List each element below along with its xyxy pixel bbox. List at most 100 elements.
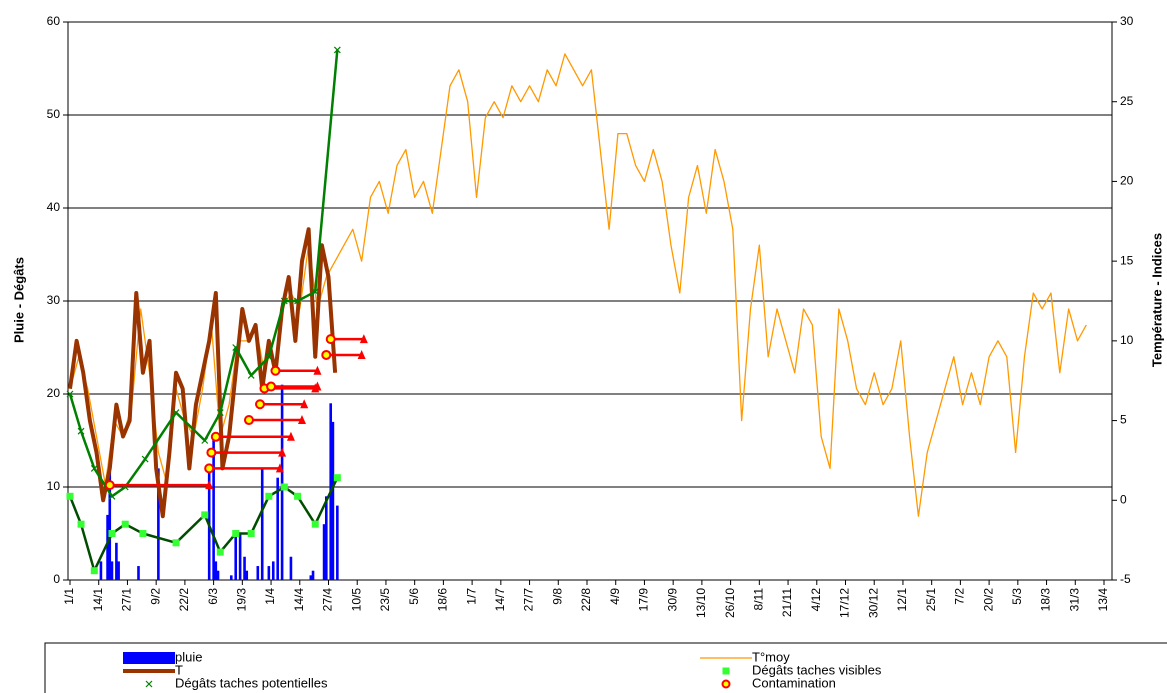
x-tick-label: 27/4 bbox=[321, 588, 335, 612]
marker-square bbox=[201, 511, 209, 519]
bar bbox=[331, 421, 335, 580]
y2-tick-label: 5 bbox=[1120, 413, 1127, 427]
marker-square bbox=[77, 520, 85, 528]
bar bbox=[99, 561, 103, 580]
marker-x bbox=[108, 492, 116, 500]
y2-tick-label: 15 bbox=[1120, 253, 1134, 267]
bar bbox=[280, 384, 284, 580]
bar bbox=[212, 440, 215, 580]
x-tick-label: 18/6 bbox=[436, 588, 450, 612]
contamination-start bbox=[104, 480, 115, 491]
marker-x bbox=[294, 297, 301, 305]
contamination-end bbox=[313, 365, 322, 375]
marker-square bbox=[90, 567, 98, 575]
bar bbox=[322, 524, 326, 580]
y2-tick-label: 10 bbox=[1120, 333, 1134, 347]
y2-axis-title: Température - Indices bbox=[1149, 233, 1164, 367]
bar bbox=[229, 575, 233, 580]
x-tick-label: 1/1 bbox=[62, 588, 76, 605]
contamination-end bbox=[359, 334, 368, 344]
line bbox=[68, 227, 338, 519]
legend-label: pluie bbox=[175, 649, 202, 664]
x-tick-label: 1/4 bbox=[263, 588, 277, 605]
y2-tick-label: 30 bbox=[1120, 14, 1134, 28]
x-tick-label: 21/11 bbox=[780, 588, 794, 617]
x-tick-label: 9/2 bbox=[148, 588, 162, 605]
legend-label: Dégâts taches potentielles bbox=[175, 675, 328, 690]
bar bbox=[271, 561, 275, 580]
legend-label: T bbox=[175, 662, 183, 677]
x-tick-label: 23/5 bbox=[378, 588, 392, 612]
marker-square bbox=[232, 530, 240, 537]
bar bbox=[336, 505, 339, 580]
y-tick-label: 20 bbox=[47, 386, 61, 400]
bar bbox=[117, 561, 120, 580]
marker-square bbox=[247, 530, 255, 537]
bar bbox=[260, 468, 264, 580]
x-tick-label: 22/2 bbox=[177, 588, 191, 612]
marker-square bbox=[108, 530, 116, 537]
contamination-start bbox=[266, 381, 277, 392]
contamination-end bbox=[286, 431, 295, 441]
x-tick-label: 4/12 bbox=[809, 588, 823, 612]
contamination-end bbox=[275, 463, 284, 473]
bar bbox=[108, 468, 112, 580]
legend-label: T°moy bbox=[752, 649, 790, 664]
marker-x bbox=[145, 680, 153, 688]
bar bbox=[256, 566, 260, 580]
x-tick-label: 26/10 bbox=[723, 588, 737, 618]
y-tick-label: 30 bbox=[47, 293, 61, 307]
contamination-end bbox=[313, 381, 322, 391]
bar bbox=[137, 566, 140, 580]
contamination-start bbox=[270, 365, 281, 376]
bar bbox=[115, 542, 118, 580]
marker-x bbox=[232, 344, 240, 351]
x-tick-label: 12/1 bbox=[895, 588, 909, 612]
bar bbox=[243, 556, 246, 580]
marker-x bbox=[201, 437, 209, 444]
y2-tick-label: 20 bbox=[1120, 174, 1134, 188]
y-tick-label: 10 bbox=[47, 479, 61, 493]
bar bbox=[157, 468, 160, 580]
contamination-end bbox=[278, 447, 287, 457]
legend-label: Dégâts taches visibles bbox=[752, 662, 882, 677]
marker-square bbox=[311, 520, 319, 528]
y2-tick-label: 25 bbox=[1120, 94, 1134, 108]
marker-x bbox=[77, 427, 85, 435]
bar bbox=[238, 533, 242, 580]
x-tick-label: 4/9 bbox=[608, 588, 622, 605]
x-tick-label: 9/8 bbox=[550, 588, 564, 605]
x-tick-label: 14/4 bbox=[292, 588, 306, 612]
y-tick-label: 50 bbox=[47, 107, 61, 121]
bar bbox=[309, 575, 313, 580]
contamination-start bbox=[325, 334, 336, 345]
marker-x bbox=[311, 288, 319, 296]
marker-x bbox=[247, 371, 255, 379]
contamination-start bbox=[204, 463, 215, 474]
x-tick-label: 14/1 bbox=[91, 588, 105, 612]
legend-box bbox=[44, 642, 1167, 693]
contamination-start bbox=[255, 399, 266, 410]
bar bbox=[324, 496, 328, 580]
legend-label: Contamination bbox=[752, 675, 836, 690]
y-axis-title: Pluie - Dégâts bbox=[11, 257, 26, 343]
x-tick-label: 10/5 bbox=[349, 588, 363, 612]
contamination-end bbox=[205, 480, 214, 490]
x-tick-label: 5/6 bbox=[407, 588, 421, 605]
y-tick-label: 40 bbox=[47, 200, 61, 214]
x-tick-label: 27/7 bbox=[522, 588, 536, 612]
line bbox=[68, 49, 339, 498]
x-tick-label: 8/11 bbox=[752, 588, 766, 611]
x-tick-label: 7/2 bbox=[953, 588, 967, 605]
bar bbox=[245, 570, 249, 580]
contamination-end bbox=[357, 349, 366, 359]
x-tick-label: 25/1 bbox=[924, 588, 938, 612]
x-tick-label: 30/12 bbox=[866, 588, 880, 618]
contamination-start bbox=[206, 447, 217, 458]
y2-tick-label: -5 bbox=[1120, 572, 1131, 586]
x-tick-label: 14/7 bbox=[493, 588, 507, 612]
x-tick-label: 27/1 bbox=[120, 588, 134, 612]
bar bbox=[106, 514, 109, 580]
bar bbox=[234, 533, 238, 580]
marker-x bbox=[216, 409, 224, 417]
